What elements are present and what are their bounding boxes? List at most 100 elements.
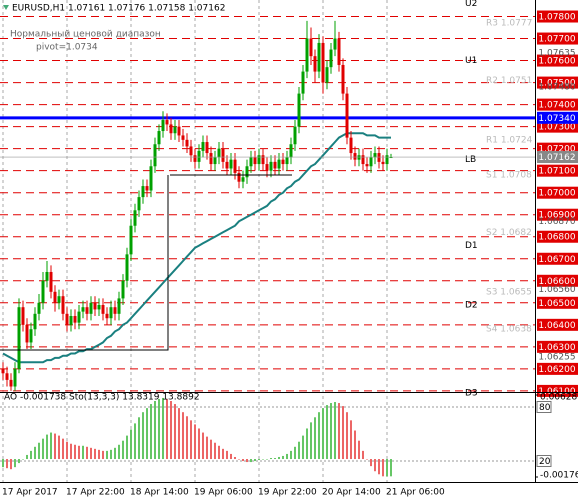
candle-body	[129, 225, 133, 255]
candle-body	[13, 368, 17, 387]
ao-bar	[94, 448, 96, 460]
y-tick-box	[537, 76, 578, 89]
ao-bar	[126, 435, 128, 460]
y-tick-box	[537, 98, 578, 111]
candle-body	[57, 296, 61, 303]
candle-body	[285, 157, 289, 165]
candle-body	[89, 302, 93, 314]
ao-bar	[262, 459, 264, 460]
ao-bar	[26, 454, 28, 460]
ao-bar	[50, 432, 52, 460]
ao-bar	[10, 459, 12, 470]
candle-body	[317, 42, 321, 72]
ao-bar	[86, 446, 88, 460]
ao-bar	[66, 441, 68, 460]
y-tick-box	[537, 296, 578, 309]
ao-bar	[342, 406, 344, 460]
ao-bar	[154, 400, 156, 460]
y-tick-label: 1.07700	[538, 35, 575, 45]
ao-bar	[218, 445, 220, 460]
candle-body	[241, 177, 245, 182]
candle-body	[237, 172, 241, 182]
candle-body	[281, 159, 285, 165]
level-label: D3	[465, 389, 478, 399]
ao-bar	[386, 459, 388, 477]
level-label: D2	[465, 301, 478, 311]
candle-body	[145, 186, 149, 191]
y-tick-label: 1.06900	[538, 211, 575, 221]
y-tick-label: 1.07300	[538, 123, 575, 133]
y-tick-label: 1.06400	[538, 321, 575, 331]
ao-bar	[306, 428, 308, 460]
ao-bar	[190, 420, 192, 460]
y-tick-box	[537, 186, 578, 199]
y-tick-box	[537, 318, 578, 331]
y2-tick-box	[536, 455, 552, 467]
candle-body	[85, 307, 89, 314]
candle-body	[229, 159, 233, 169]
candle-body	[377, 153, 381, 162]
ao-bar	[98, 449, 100, 460]
ao-bar	[370, 459, 372, 467]
ao-bar	[138, 417, 140, 460]
ao-bar	[222, 448, 224, 460]
ao-bar	[194, 424, 196, 460]
candle-body	[105, 313, 109, 319]
y-tick-label: 1.06200	[538, 365, 575, 375]
y-tick-label: 1.06700	[538, 255, 575, 265]
ao-bar	[102, 450, 104, 460]
candle-body	[37, 302, 41, 314]
y2-tick-label: 80	[539, 403, 551, 413]
range-box	[0, 175, 169, 351]
candle-body	[73, 316, 77, 323]
candle-body	[361, 155, 365, 165]
ao-bar	[326, 405, 328, 460]
ao-bar	[206, 436, 208, 460]
candle-body	[365, 164, 369, 167]
x-tick-label: 19 Apr 06:00	[194, 488, 253, 498]
ao-bar	[318, 412, 320, 460]
symbol-icon	[3, 5, 9, 10]
y-tick-label: 1.07000	[538, 189, 575, 199]
ao-bar	[202, 432, 204, 460]
ao-bar	[42, 438, 44, 460]
candle-body	[149, 166, 153, 191]
ao-bar	[150, 404, 152, 460]
y-tick-box	[537, 54, 578, 67]
ao-bar	[118, 444, 120, 460]
candle-body	[353, 153, 357, 160]
y2-tick-label: 20	[539, 457, 551, 467]
candle-body	[221, 148, 225, 162]
ao-bar	[354, 430, 356, 460]
ao-bar	[6, 459, 8, 469]
ao-bar	[70, 443, 72, 460]
ao-bar	[210, 439, 212, 460]
ao-bar	[278, 456, 280, 460]
y-tick-box	[537, 340, 578, 353]
price-label: 1.06255	[538, 352, 575, 362]
y-tick-box	[537, 208, 578, 221]
ao-bar	[298, 441, 300, 460]
ao-bar	[350, 420, 352, 460]
candle-body	[65, 313, 69, 325]
candle-body	[305, 38, 309, 72]
y-tick-label: 1.07500	[538, 79, 575, 89]
candle-body	[381, 161, 385, 165]
level-label: U2	[465, 0, 477, 9]
ao-bar	[54, 433, 56, 460]
ao-bar	[230, 453, 232, 460]
price-label: 1.07635	[538, 48, 575, 58]
candle-body	[21, 307, 25, 325]
ao-bar	[254, 459, 256, 462]
candle-body	[17, 307, 21, 369]
candle-body	[45, 271, 49, 281]
candle-body	[113, 307, 117, 314]
ao-bar	[374, 459, 376, 472]
y-tick-label: 1.06600	[538, 277, 575, 287]
candle-body	[321, 42, 325, 83]
ao-bar	[322, 408, 324, 460]
ao-bar	[58, 435, 60, 460]
ao-bar	[274, 457, 276, 460]
candle-body	[189, 146, 193, 156]
